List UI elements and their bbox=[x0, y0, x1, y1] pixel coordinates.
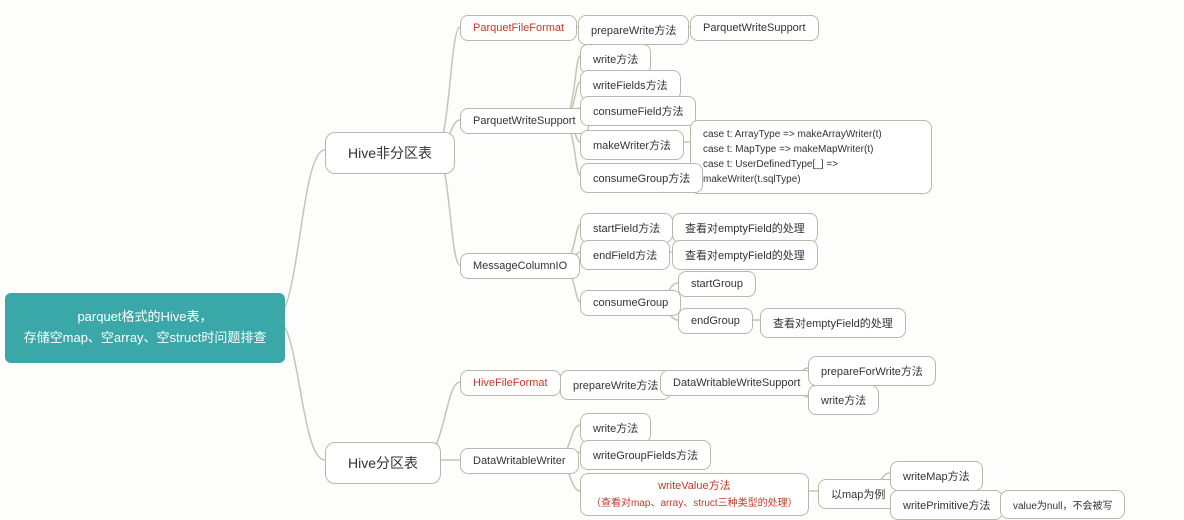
node-dwws-write[interactable]: write方法 bbox=[808, 385, 879, 415]
node-pws-makewriter-detail: case t: ArrayType => makeArrayWriter(t)c… bbox=[690, 120, 932, 194]
node-mcio-endgroup[interactable]: endGroup bbox=[678, 308, 753, 334]
node-pff-pws[interactable]: ParquetWriteSupport bbox=[690, 15, 819, 41]
node-hff-preparewrite[interactable]: prepareWrite方法 bbox=[560, 370, 671, 400]
node-mcio-endgroup-detail: 查看对emptyField的处理 bbox=[760, 308, 906, 338]
node-example-map[interactable]: 以map为例 bbox=[818, 479, 898, 509]
root-node: parquet格式的Hive表， 存储空map、空array、空struct时问… bbox=[5, 293, 285, 363]
writevalue-l1: writeValue方法 bbox=[658, 480, 731, 492]
node-dwws[interactable]: DataWritableWriteSupport bbox=[660, 370, 813, 396]
node-hivefileformat[interactable]: HiveFileFormat bbox=[460, 370, 561, 396]
node-mcio[interactable]: MessageColumnIO bbox=[460, 253, 580, 279]
writevalue-l2: （查看对map、array、struct三种类型的处理） bbox=[591, 498, 798, 509]
node-dww[interactable]: DataWritableWriter bbox=[460, 448, 579, 474]
node-dww-writegroupfields[interactable]: writeGroupFields方法 bbox=[580, 440, 711, 470]
node-pws-consumefield[interactable]: consumeField方法 bbox=[580, 96, 696, 126]
node-pws-makewriter[interactable]: makeWriter方法 bbox=[580, 130, 684, 160]
node-pws[interactable]: ParquetWriteSupport bbox=[460, 108, 589, 134]
node-mcio-startfield[interactable]: startField方法 bbox=[580, 213, 673, 243]
node-mcio-endfield-detail: 查看对emptyField的处理 bbox=[672, 240, 818, 270]
node-dww-write[interactable]: write方法 bbox=[580, 413, 651, 443]
node-parquetfileformat[interactable]: ParquetFileFormat bbox=[460, 15, 577, 41]
node-partition[interactable]: Hive分区表 bbox=[325, 442, 441, 484]
node-nonpartition[interactable]: Hive非分区表 bbox=[325, 132, 455, 174]
root-line2: 存储空map、空array、空struct时问题排查 bbox=[24, 330, 267, 345]
node-mcio-endfield[interactable]: endField方法 bbox=[580, 240, 670, 270]
node-dww-writevalue[interactable]: writeValue方法 （查看对map、array、struct三种类型的处理… bbox=[580, 473, 809, 516]
node-dwws-prepareforwrite[interactable]: prepareForWrite方法 bbox=[808, 356, 936, 386]
node-mcio-consumegroup[interactable]: consumeGroup bbox=[580, 290, 681, 316]
node-mcio-startgroup[interactable]: startGroup bbox=[678, 271, 756, 297]
node-writemap[interactable]: writeMap方法 bbox=[890, 461, 983, 491]
node-mcio-startfield-detail: 查看对emptyField的处理 bbox=[672, 213, 818, 243]
node-writeprimitive[interactable]: writePrimitive方法 bbox=[890, 490, 1003, 520]
node-writeprimitive-detail: value为null，不会被写 bbox=[1000, 490, 1125, 519]
node-pff-preparewrite[interactable]: prepareWrite方法 bbox=[578, 15, 689, 45]
node-pws-consumegroup[interactable]: consumeGroup方法 bbox=[580, 163, 703, 193]
root-line1: parquet格式的Hive表， bbox=[77, 309, 212, 324]
